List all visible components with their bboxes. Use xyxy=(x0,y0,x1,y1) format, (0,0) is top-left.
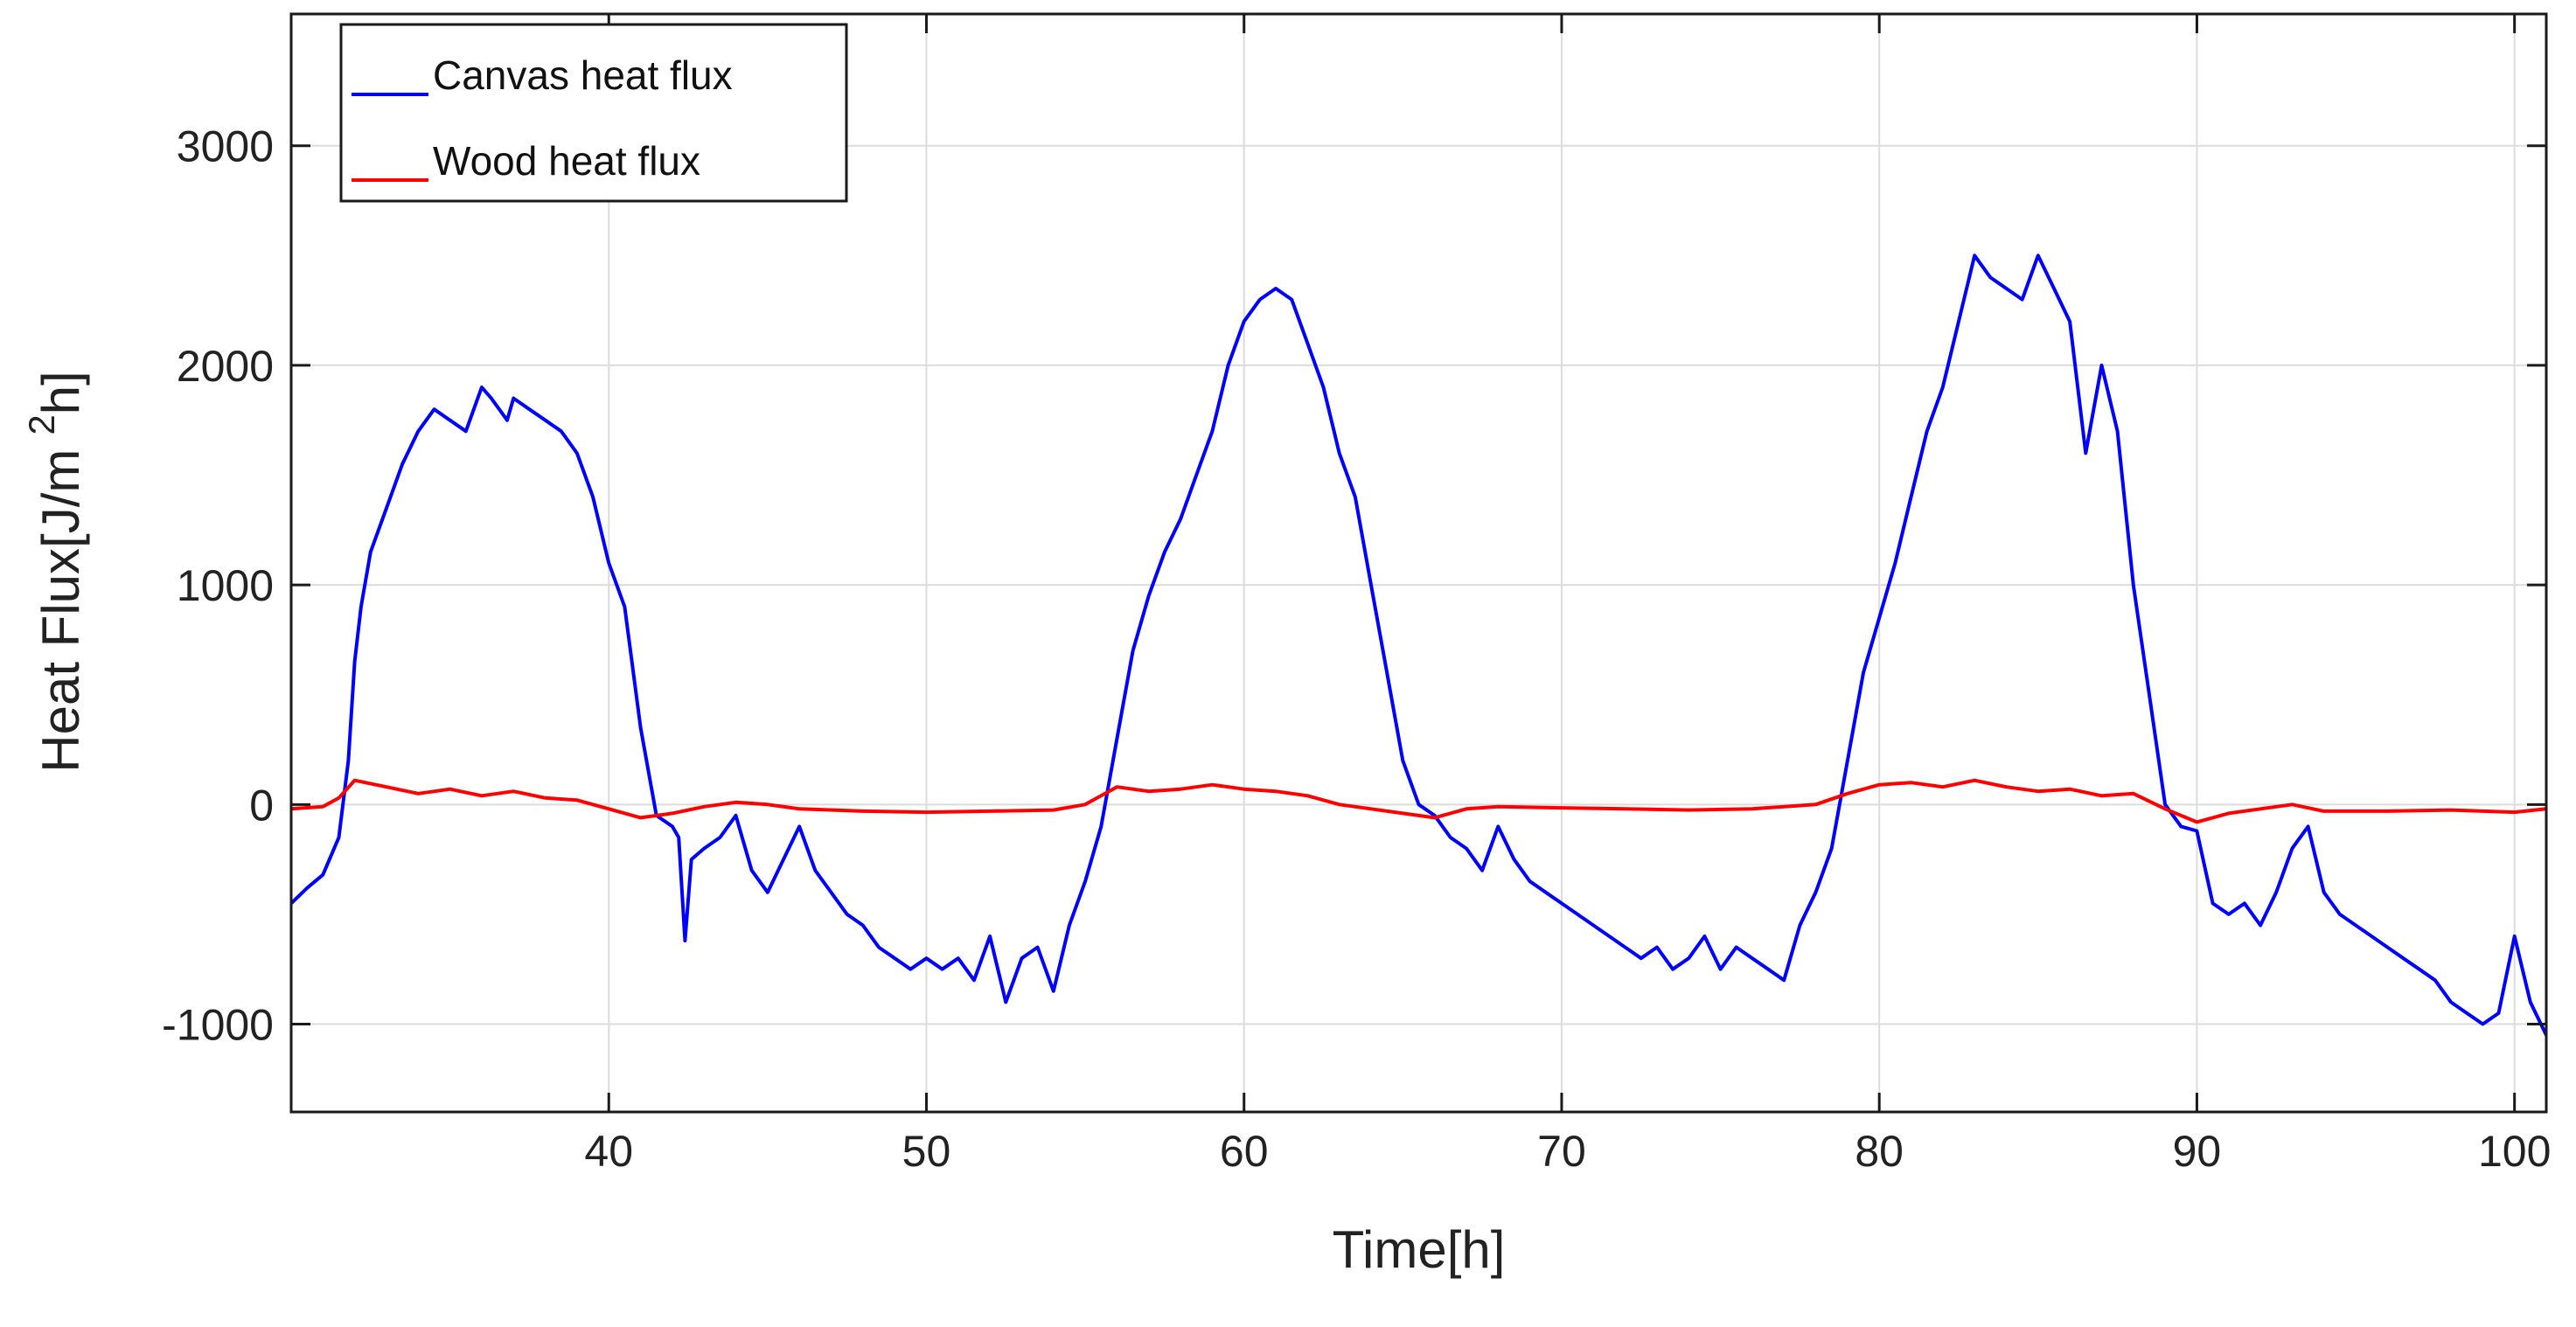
x-tick-label: 50 xyxy=(902,1127,951,1176)
series-lines xyxy=(289,254,2548,1036)
y-axis-title-unit: h] xyxy=(31,371,90,414)
canvas-heat-flux-line xyxy=(289,254,2548,1036)
x-tick-label: 100 xyxy=(2478,1127,2551,1176)
grid xyxy=(291,14,2546,1112)
legend: Canvas heat flux Wood heat flux xyxy=(339,23,848,203)
x-tick-label: 80 xyxy=(1855,1127,1904,1176)
legend-box xyxy=(339,23,848,203)
y-tick-label: 3000 xyxy=(177,122,274,171)
y-tick-label: -1000 xyxy=(162,1001,274,1050)
plot-area-frame xyxy=(289,12,2548,1114)
y-axis-title-main: Heat Flux[J/m xyxy=(31,449,90,773)
axis-ticks: 40 50 60 70 80 90 100 -1000 0 1000 2000 3000 xyxy=(162,14,2551,1176)
y-axis-title: Heat Flux[J/m 2h] xyxy=(21,371,90,772)
x-tick-label: 70 xyxy=(1537,1127,1586,1176)
y-tick-label: 2000 xyxy=(177,342,274,391)
legend-label-wood: Wood heat flux xyxy=(433,138,700,184)
wood-heat-flux-line xyxy=(290,778,2547,824)
x-tick-label: 60 xyxy=(1220,1127,1269,1176)
x-axis-title: Time[h] xyxy=(1333,1220,1506,1279)
y-axis-title-superscript: 2 xyxy=(21,414,62,434)
y-tick-label: 0 xyxy=(249,781,274,830)
x-tick-label: 90 xyxy=(2173,1127,2222,1176)
legend-label-canvas: Canvas heat flux xyxy=(433,52,733,98)
x-tick-label: 40 xyxy=(584,1127,633,1176)
y-tick-label: 1000 xyxy=(177,561,274,610)
